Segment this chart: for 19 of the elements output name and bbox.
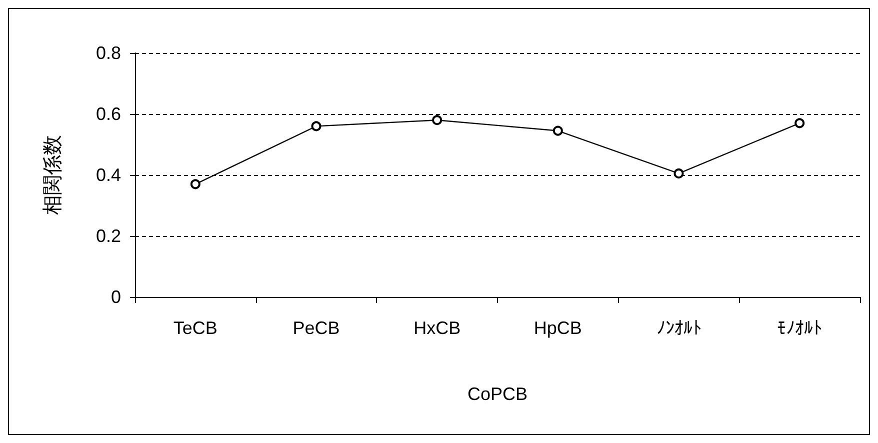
x-tick-label: ﾓﾉｵﾙﾄ [777, 318, 822, 338]
x-tick-label: TeCB [173, 318, 218, 338]
x-tick-label: HpCB [534, 318, 582, 338]
x-axis-title: CoPCB [467, 384, 528, 404]
point [674, 168, 684, 178]
y-axis-title: 相関係数 [42, 135, 64, 215]
y-tick-label: 0.6 [96, 104, 121, 124]
x-tick-label: ﾉﾝｵﾙﾄ [656, 318, 702, 338]
y-tick-label: 0 [110, 287, 121, 307]
y-tick-label: 0.8 [96, 43, 121, 63]
point [794, 118, 805, 128]
point [432, 115, 442, 126]
y-tick-label: 0.4 [96, 165, 121, 185]
y-tick-label: 0.2 [96, 226, 121, 246]
point [311, 121, 322, 132]
x-tick-label: HxCB [414, 318, 461, 338]
point [190, 179, 200, 190]
point [552, 126, 563, 136]
x-tick-label: PeCB [292, 318, 340, 338]
